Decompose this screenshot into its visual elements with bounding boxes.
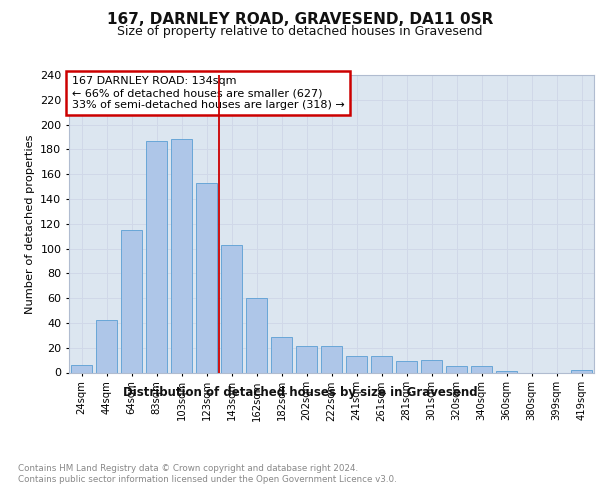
Bar <box>346 356 367 372</box>
Bar <box>571 370 592 372</box>
Bar <box>396 362 417 372</box>
Text: Contains public sector information licensed under the Open Government Licence v3: Contains public sector information licen… <box>18 475 397 484</box>
Bar <box>146 140 167 372</box>
Text: 167, DARNLEY ROAD, GRAVESEND, DA11 0SR: 167, DARNLEY ROAD, GRAVESEND, DA11 0SR <box>107 12 493 28</box>
Bar <box>221 245 242 372</box>
Bar <box>371 356 392 372</box>
Text: Distribution of detached houses by size in Gravesend: Distribution of detached houses by size … <box>122 386 478 399</box>
Bar <box>171 140 192 372</box>
Text: Size of property relative to detached houses in Gravesend: Size of property relative to detached ho… <box>117 24 483 38</box>
Y-axis label: Number of detached properties: Number of detached properties <box>25 134 35 314</box>
Bar <box>196 183 217 372</box>
Text: 167 DARNLEY ROAD: 134sqm
← 66% of detached houses are smaller (627)
33% of semi-: 167 DARNLEY ROAD: 134sqm ← 66% of detach… <box>71 76 344 110</box>
Bar <box>121 230 142 372</box>
Bar <box>246 298 267 372</box>
Bar <box>446 366 467 372</box>
Bar <box>321 346 342 372</box>
Text: Contains HM Land Registry data © Crown copyright and database right 2024.: Contains HM Land Registry data © Crown c… <box>18 464 358 473</box>
Bar <box>421 360 442 372</box>
Bar <box>271 336 292 372</box>
Bar <box>296 346 317 372</box>
Bar <box>71 365 92 372</box>
Bar <box>96 320 117 372</box>
Bar <box>471 366 492 372</box>
